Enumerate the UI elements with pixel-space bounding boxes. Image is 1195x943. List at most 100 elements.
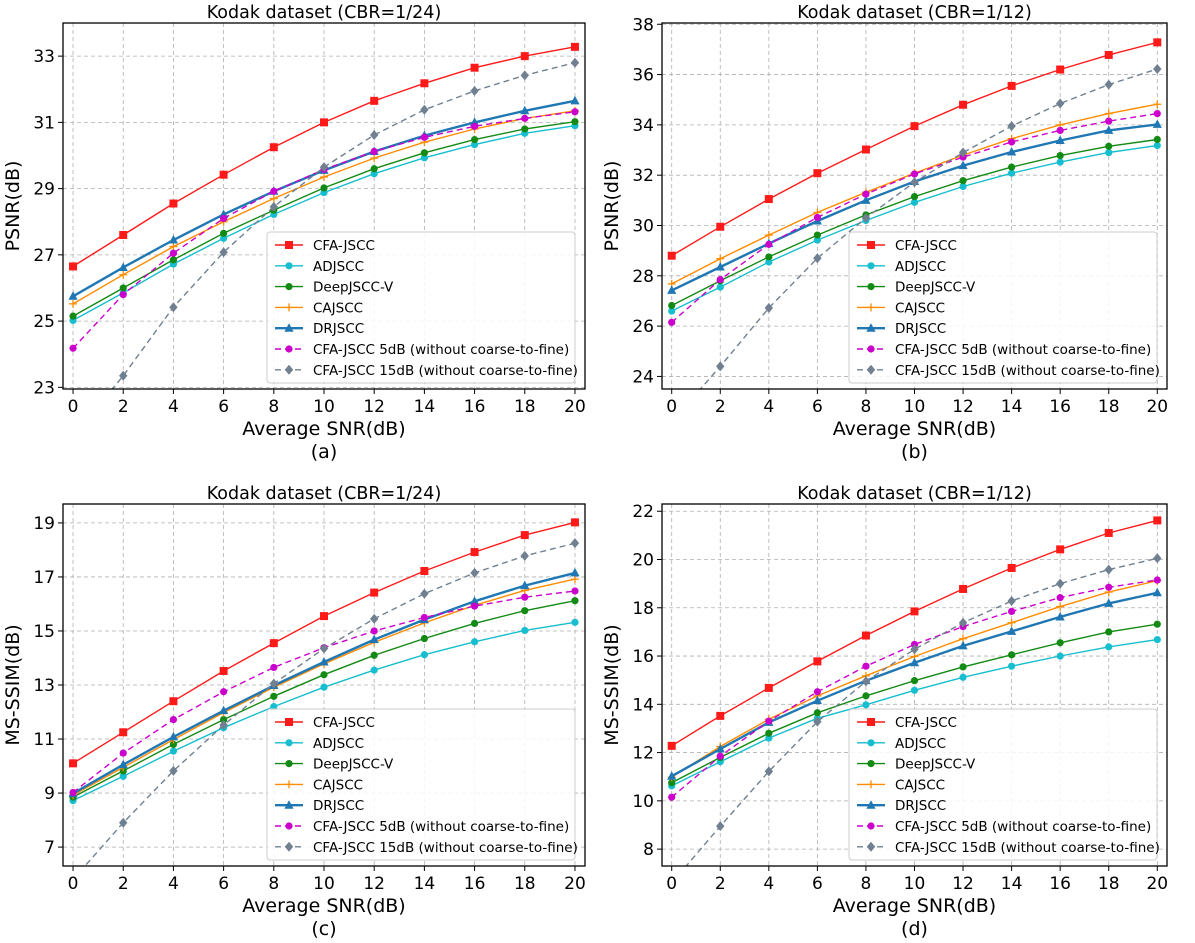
data-point [765, 253, 773, 261]
data-point [1007, 626, 1017, 635]
legend-marker [867, 345, 875, 353]
x-tick-label: 14 [414, 397, 436, 417]
legend-entry: CFA-JSCC [857, 238, 957, 254]
data-point [958, 617, 968, 628]
legend-marker [867, 739, 875, 747]
data-point [862, 662, 870, 670]
data-point [812, 695, 822, 705]
data-point [470, 140, 479, 149]
data-point [420, 634, 428, 643]
x-tick-label: 18 [514, 874, 536, 894]
data-point [269, 201, 279, 212]
plot-area [68, 42, 580, 389]
x-tick-label: 0 [666, 397, 677, 417]
data-point [168, 731, 179, 741]
legend-marker [867, 780, 875, 789]
legend-entry: DeepJSCC-V [857, 280, 976, 296]
data-point [765, 240, 773, 248]
y-tick-label: 30 [632, 216, 654, 236]
data-point [910, 122, 919, 131]
data-point [1153, 100, 1162, 109]
y-tick-label: 7 [44, 838, 55, 858]
y-tick-label: 26 [632, 317, 654, 337]
data-point [1055, 578, 1065, 589]
legend-label: CAJSCC [313, 777, 363, 793]
y-tick-label: 25 [33, 312, 55, 332]
y-tick-label: 17 [33, 568, 55, 588]
data-point [420, 154, 428, 162]
data-point [169, 302, 178, 313]
x-tick-label: 12 [363, 874, 385, 894]
legend-label: CFA-JSCC [313, 238, 375, 254]
data-point [1104, 528, 1113, 537]
legend-entry: CFA-JSCC 15dB (without coarse-to-fine) [275, 840, 578, 856]
y-tick-label: 16 [632, 647, 654, 667]
data-point [270, 703, 278, 711]
data-point [521, 607, 529, 615]
x-tick-label: 10 [904, 397, 926, 417]
y-tick-label: 11 [33, 730, 55, 750]
data-point [520, 580, 530, 590]
x-tick-label: 16 [464, 874, 486, 894]
data-point [220, 715, 228, 724]
legend-marker [867, 283, 875, 291]
x-tick-label: 16 [1049, 397, 1071, 417]
legend-label: CFA-JSCC [313, 715, 375, 731]
data-point [119, 230, 128, 239]
plot-area [68, 518, 580, 866]
data-point [1055, 611, 1065, 621]
data-point [1056, 652, 1064, 660]
panel-label: (d) [901, 918, 928, 940]
data-point [959, 673, 967, 681]
data-point [1104, 109, 1113, 118]
data-point [716, 752, 724, 760]
legend-marker [866, 841, 876, 852]
legend-entry: DeepJSCC-V [275, 757, 394, 773]
legend-marker [285, 241, 293, 249]
x-tick-label: 10 [313, 874, 335, 894]
legend-marker [867, 241, 875, 249]
data-point [1056, 65, 1065, 74]
legend-label: DeepJSCC-V [313, 757, 394, 773]
series-6 [685, 553, 1162, 866]
legend-label: CFA-JSCC 5dB (without coarse-to-fine) [313, 342, 569, 358]
legend-marker [866, 364, 876, 375]
series-5 [668, 109, 1161, 326]
legend-entry: DRJSCC [857, 798, 946, 814]
data-point [861, 631, 870, 640]
data-point [1104, 564, 1113, 575]
x-tick-label: 14 [1001, 397, 1023, 417]
data-point [220, 688, 228, 696]
data-point [1104, 598, 1114, 607]
data-point [269, 143, 278, 152]
series-line [671, 112, 1158, 323]
data-point [420, 104, 429, 115]
data-point [764, 683, 773, 692]
data-point [470, 567, 479, 578]
data-point [370, 96, 379, 105]
y-tick-label: 29 [33, 180, 55, 200]
data-point [668, 793, 676, 801]
y-tick-label: 23 [33, 378, 55, 398]
data-point [1056, 594, 1064, 602]
x-tick-label: 8 [268, 397, 279, 417]
data-point [1007, 121, 1016, 132]
y-axis-label: MS-SSIM(dB) [2, 624, 24, 745]
legend-label: ADJSCC [313, 736, 364, 752]
x-tick-label: 12 [952, 874, 974, 894]
data-point [1105, 142, 1113, 150]
x-tick-label: 2 [715, 397, 726, 417]
data-point [959, 663, 967, 671]
data-point [910, 607, 919, 616]
data-point [716, 711, 725, 720]
plot-area [667, 516, 1162, 866]
legend-label: CFA-JSCC 15dB (without coarse-to-fine) [895, 363, 1160, 379]
data-point [1153, 141, 1161, 150]
legend-label: ADJSCC [313, 259, 364, 275]
data-point [521, 593, 529, 601]
data-point [1007, 147, 1017, 156]
data-point [169, 199, 178, 208]
data-point [667, 251, 676, 260]
x-axis-label: Average SNR(dB) [833, 418, 996, 440]
data-point [668, 301, 676, 310]
